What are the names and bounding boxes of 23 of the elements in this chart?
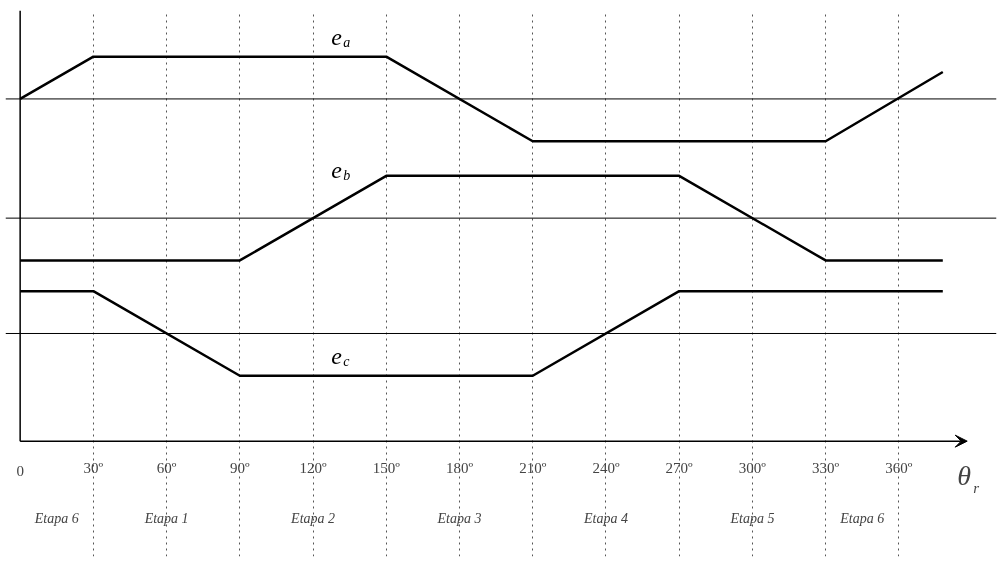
series-label: ea: [331, 24, 351, 51]
text: Etapa 6: [33, 511, 79, 527]
x-tick-label: 240º: [592, 460, 620, 477]
x-tick-label: 360º: [885, 460, 913, 477]
x-tick-label: 300º: [738, 460, 767, 477]
text: Etapa 3: [436, 511, 482, 527]
x-tick-label: 330º: [812, 460, 840, 477]
x-tick-label: 150º: [372, 460, 401, 477]
series-label: eb: [331, 157, 351, 184]
x-tick-label: 210º: [519, 460, 547, 477]
x-tick-label: 120º: [299, 460, 327, 477]
x-tick-label: 30º: [83, 460, 104, 477]
x-tick-label: 180º: [445, 460, 474, 477]
series-label: ec: [331, 343, 351, 370]
text: Etapa 6: [839, 511, 885, 527]
text: Etapa 1: [143, 511, 189, 527]
x-tick-label: 0: [16, 463, 24, 480]
text: Etapa 4: [582, 511, 628, 527]
x-tick-label: 270º: [665, 460, 694, 477]
text: Etapa 5: [729, 511, 775, 527]
x-tick-label: 90º: [230, 460, 250, 477]
x-tick-label: 60º: [156, 460, 177, 477]
text: Etapa 2: [290, 511, 336, 527]
